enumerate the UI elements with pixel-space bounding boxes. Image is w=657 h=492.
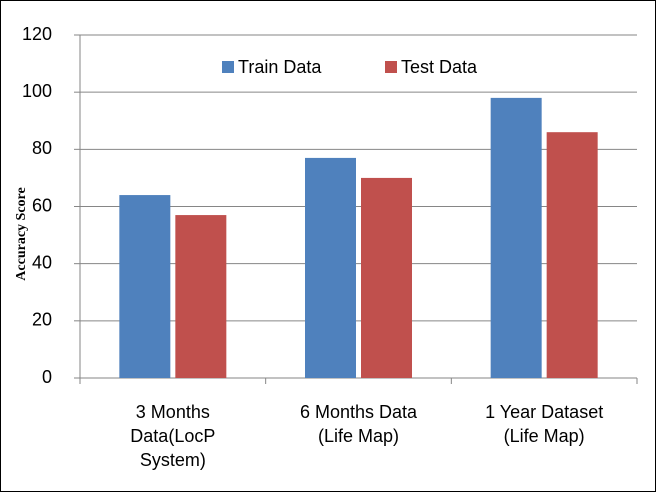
legend-swatch	[222, 61, 234, 73]
bar	[119, 195, 171, 378]
y-tick-label: 60	[32, 195, 52, 215]
x-tick-label: 6 Months Data (Life Map)	[299, 402, 418, 446]
bar	[305, 157, 356, 378]
y-tick-label: 0	[42, 367, 52, 387]
y-tick-label: 100	[22, 81, 52, 101]
bar	[361, 177, 412, 378]
y-tick-label: 20	[32, 310, 52, 330]
bar	[175, 215, 227, 378]
x-tick-label: 1 Year Dataset (Life Map)	[485, 402, 604, 446]
y-axis-label: Accuracy Score	[14, 187, 29, 280]
x-tick-label: 3 Months Data(LocP System)	[130, 402, 216, 470]
y-tick-label: 40	[32, 252, 52, 272]
legend-label: Train Data	[238, 57, 322, 77]
legend-swatch	[385, 61, 397, 73]
legend-label: Test Data	[401, 57, 478, 77]
bar	[490, 97, 542, 378]
bar	[546, 132, 598, 378]
y-tick-label: 80	[32, 138, 52, 158]
y-tick-label: 120	[22, 24, 52, 44]
